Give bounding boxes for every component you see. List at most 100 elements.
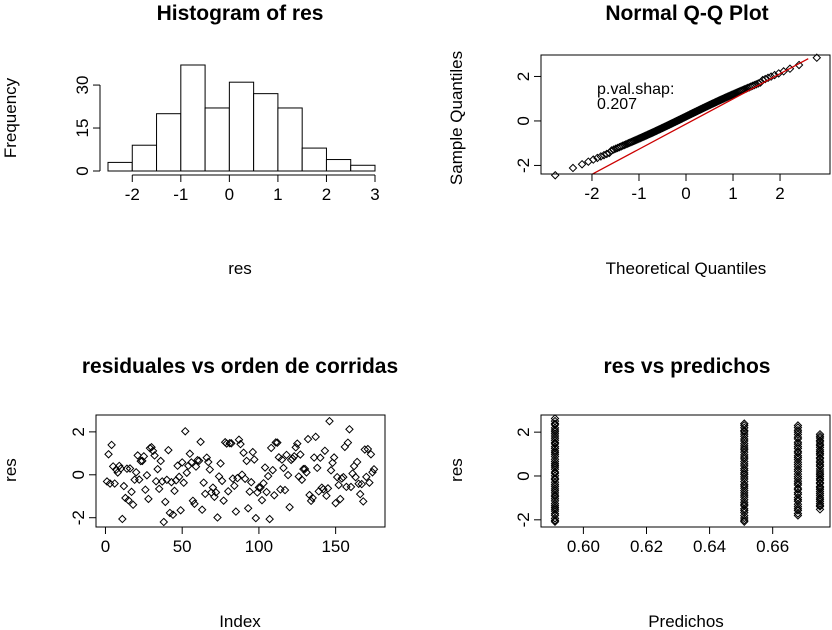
- run-order-point: [325, 416, 334, 426]
- histogram-y-tick-label: 0: [73, 166, 92, 175]
- run-order-x-tick-label: 0: [101, 537, 110, 556]
- run-order-point: [283, 470, 293, 480]
- fitted-x-tick-label: 0.64: [693, 537, 726, 556]
- qq-point: [577, 159, 587, 169]
- fitted-y-tick-label: 0: [514, 471, 533, 480]
- fitted-point: [739, 517, 749, 526]
- run-order-point: [168, 510, 178, 520]
- run-order-point: [320, 446, 330, 456]
- qq-point: [602, 149, 612, 159]
- qq-reference-line: [591, 58, 809, 175]
- fitted-point: [815, 458, 825, 467]
- run-order-point: [216, 459, 225, 468]
- run-order-y-axis: -2 0 2: [69, 427, 97, 525]
- run-order-point: [194, 456, 204, 466]
- qq-point: [756, 78, 765, 87]
- fitted-point: [739, 419, 749, 428]
- histogram-y-axis: 0 15 30: [73, 76, 101, 176]
- run-order-point: [309, 453, 319, 462]
- run-order-point: [363, 444, 373, 454]
- run-order-point: [179, 478, 189, 488]
- run-order-point: [334, 480, 344, 490]
- run-order-point: [340, 442, 350, 452]
- qq-panel: Normal Q-Q Plot Theoretical Quantiles Sa…: [447, 2, 831, 278]
- run-order-point: [271, 438, 281, 447]
- qq-point: [619, 140, 629, 150]
- run-order-point: [122, 464, 132, 474]
- fitted-title: res vs predichos: [604, 355, 771, 378]
- histogram-x-tick-label: -2: [125, 185, 140, 204]
- qq-x-tick-label: 1: [728, 184, 737, 203]
- run-order-point: [360, 445, 370, 454]
- run-order-point: [311, 432, 320, 442]
- fitted-plot-frame: [540, 414, 831, 528]
- qq-point: [770, 70, 779, 80]
- run-order-point: [157, 477, 167, 486]
- qq-point: [609, 145, 619, 154]
- fitted-point: [550, 461, 560, 470]
- fitted-point: [815, 495, 825, 504]
- run-order-point: [354, 479, 363, 489]
- run-order-point: [133, 451, 142, 460]
- run-order-point: [369, 464, 379, 474]
- fitted-point: [739, 427, 749, 437]
- histogram-x-axis: -2 -1 0 1 2 3: [125, 174, 380, 204]
- run-order-point: [285, 502, 294, 512]
- run-order-point: [153, 464, 162, 474]
- run-order-point: [148, 446, 158, 456]
- run-order-point: [184, 461, 193, 471]
- run-order-point: [228, 474, 238, 483]
- run-order-x-tick-label: 150: [321, 537, 349, 556]
- run-order-x-tick-label: 100: [245, 537, 273, 556]
- run-order-point: [150, 451, 159, 460]
- run-order-point: [130, 475, 139, 485]
- histogram-bar: [277, 107, 303, 172]
- run-order-point: [174, 472, 184, 482]
- run-order-point: [231, 507, 241, 516]
- fitted-x-tick-label: 0.62: [630, 537, 663, 556]
- fitted-point: [815, 429, 825, 439]
- run-order-point: [331, 498, 340, 508]
- fitted-point: [550, 504, 560, 514]
- run-order-point: [322, 491, 331, 501]
- qq-point: [607, 146, 616, 155]
- run-order-point: [219, 496, 228, 505]
- run-order-point: [326, 466, 336, 475]
- qq-x-label: Theoretical Quantiles: [606, 259, 767, 278]
- fitted-x-tick-label: 0.66: [756, 537, 789, 556]
- run-order-point: [177, 458, 187, 467]
- run-order-y-label: res: [1, 458, 20, 482]
- fitted-point: [550, 517, 560, 527]
- fitted-point: [550, 468, 560, 478]
- run-order-point: [104, 449, 113, 459]
- run-order-point: [245, 487, 255, 496]
- qq-y-axis: -2 0 2: [514, 72, 542, 173]
- run-order-point: [319, 484, 328, 494]
- run-order-point: [196, 437, 205, 447]
- run-order-point: [308, 493, 317, 503]
- fitted-point: [793, 485, 803, 494]
- qq-point: [748, 81, 757, 91]
- run-order-point: [131, 467, 141, 477]
- run-order-point: [127, 487, 136, 497]
- run-order-point: [116, 464, 126, 473]
- run-order-x-axis: 0 50 100 150: [101, 526, 350, 556]
- histogram-bar: [204, 107, 230, 172]
- qq-point: [812, 53, 822, 63]
- run-order-point: [288, 454, 297, 463]
- run-order-x-label: Index: [219, 612, 261, 630]
- fitted-point: [793, 421, 803, 430]
- qq-point: [766, 72, 776, 81]
- histogram-bar: [228, 81, 255, 172]
- run-order-point: [303, 434, 313, 444]
- qq-annotation-label: p.val.shap:: [597, 81, 674, 98]
- run-order-point: [351, 472, 360, 482]
- run-order-point: [262, 487, 271, 497]
- run-order-point: [254, 483, 264, 492]
- fitted-point: [793, 506, 803, 515]
- run-order-point: [345, 424, 354, 434]
- run-order-point: [315, 453, 325, 463]
- run-order-point: [358, 497, 368, 506]
- histogram-x-label: res: [228, 259, 252, 278]
- run-order-point: [312, 463, 322, 473]
